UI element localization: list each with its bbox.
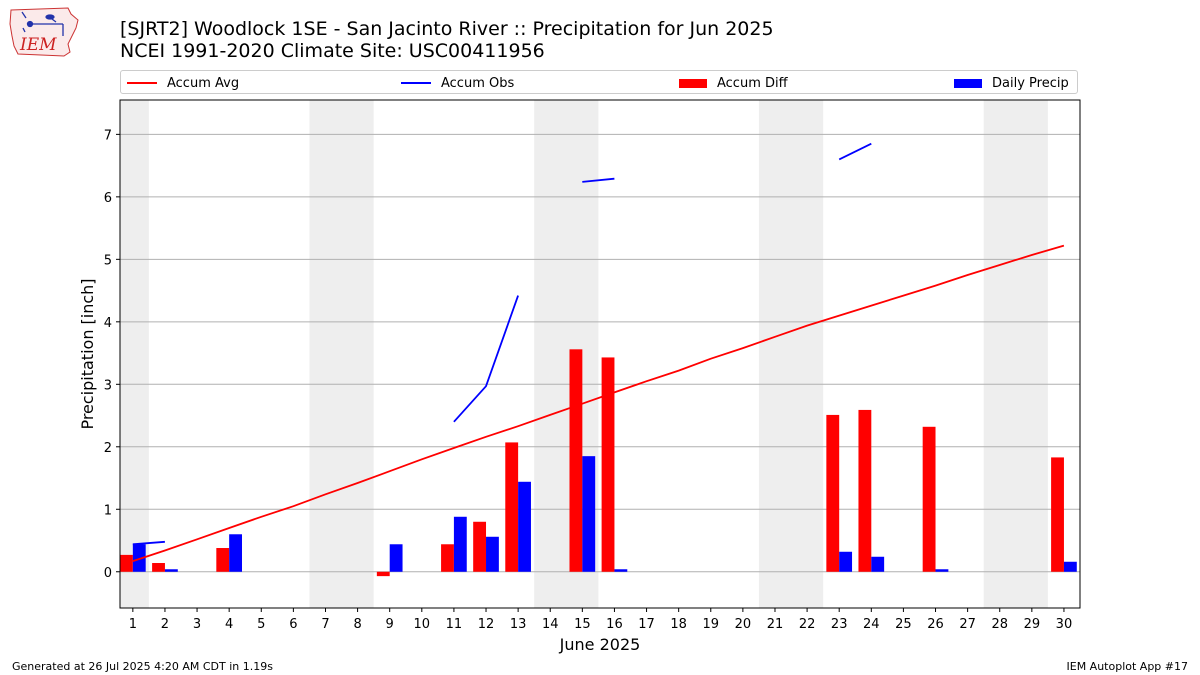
bar-daily-precip — [935, 569, 949, 572]
x-tick-label: 9 — [386, 617, 394, 632]
bar-accum-diff — [922, 426, 936, 572]
x-tick-label: 26 — [927, 617, 944, 632]
x-axis-label: June 2025 — [559, 635, 641, 654]
legend-swatch — [127, 82, 157, 84]
footer-generated: Generated at 26 Jul 2025 4:20 AM CDT in … — [12, 660, 273, 673]
x-tick-label: 7 — [321, 617, 329, 632]
y-axis-label: Precipitation [inch] — [78, 278, 97, 429]
footer-app: IEM Autoplot App #17 — [1066, 660, 1189, 673]
y-tick-label: 4 — [104, 316, 112, 331]
y-tick-label: 5 — [104, 253, 112, 268]
bar-daily-precip — [486, 536, 499, 572]
x-tick-label: 12 — [478, 617, 495, 632]
chart-title: [SJRT2] Woodlock 1SE - San Jacinto River… — [120, 18, 774, 40]
bar-accum-diff — [441, 544, 454, 572]
x-tick-label: 6 — [289, 617, 297, 632]
y-tick-label: 6 — [104, 191, 112, 206]
bar-daily-precip — [164, 569, 178, 572]
bar-daily-precip — [871, 556, 885, 572]
bar-daily-precip — [582, 456, 596, 572]
line-accum-obs — [132, 540, 165, 546]
legend-swatch — [679, 78, 707, 88]
weather-station-icon — [21, 11, 64, 36]
weekend-shade — [309, 100, 374, 608]
logo-text: IEM — [19, 35, 57, 55]
x-tick-label: 24 — [863, 617, 880, 632]
legend-item-accum-obs: Accum Obs — [401, 74, 514, 92]
x-tick-label: 13 — [510, 617, 527, 632]
x-tick-label: 14 — [542, 617, 559, 632]
bar-daily-precip — [839, 551, 853, 572]
y-tick-label: 2 — [104, 441, 112, 456]
legend-swatch — [401, 82, 431, 84]
weekend-shade — [120, 100, 149, 608]
bar-daily-precip — [132, 544, 146, 572]
x-tick-label: 17 — [638, 617, 655, 632]
x-tick-label: 15 — [574, 617, 591, 632]
x-tick-label: 23 — [831, 617, 848, 632]
iowa-outline-icon — [9, 7, 79, 57]
bar-accum-diff — [216, 548, 230, 572]
iem-logo: IEM — [9, 7, 79, 57]
bar-accum-diff — [826, 414, 840, 572]
x-tick-label: 25 — [895, 617, 912, 632]
line-accum-avg — [132, 244, 1065, 562]
x-tick-label: 10 — [414, 617, 431, 632]
legend: Accum Avg Accum Obs Accum Diff Daily Pre… — [120, 70, 1078, 94]
y-tick-label: 3 — [104, 378, 112, 393]
bar-accum-diff — [152, 563, 165, 572]
x-tick-label: 28 — [991, 617, 1008, 632]
x-tick-label: 5 — [257, 617, 265, 632]
bar-accum-diff — [601, 357, 615, 572]
bar-accum-diff — [376, 571, 390, 577]
bar-daily-precip — [614, 569, 628, 572]
x-tick-label: 18 — [670, 617, 687, 632]
legend-label: Daily Precip — [992, 75, 1069, 91]
x-tick-label: 11 — [446, 617, 463, 632]
x-tick-label: 8 — [353, 617, 361, 632]
bar-accum-diff — [505, 442, 519, 572]
x-tick-label: 4 — [225, 617, 233, 632]
weekend-shade — [983, 100, 1048, 608]
legend-item-accum-diff: Accum Diff — [679, 74, 788, 92]
bar-daily-precip — [1063, 561, 1077, 572]
legend-item-accum-avg: Accum Avg — [127, 74, 239, 92]
bar-accum-diff — [1051, 457, 1064, 572]
y-tick-label: 0 — [104, 566, 112, 581]
line-accum-obs — [453, 295, 519, 423]
x-tick-label: 30 — [1056, 617, 1073, 632]
legend-label: Accum Diff — [717, 75, 788, 91]
x-tick-label: 21 — [767, 617, 784, 632]
bar-accum-diff — [120, 554, 133, 572]
legend-item-daily-precip: Daily Precip — [954, 74, 1069, 92]
y-tick-label: 7 — [104, 128, 112, 143]
chart-subtitle: NCEI 1991-2020 Climate Site: USC00411956 — [120, 40, 545, 62]
x-tick-label: 2 — [161, 617, 169, 632]
bar-daily-precip — [453, 516, 467, 572]
bar-daily-precip — [389, 544, 403, 572]
plot-frame — [119, 99, 1081, 609]
x-tick-label: 20 — [735, 617, 752, 632]
bar-accum-diff — [569, 349, 583, 572]
x-tick-label: 1 — [129, 617, 137, 632]
weekend-shade — [758, 100, 824, 608]
legend-swatch — [954, 78, 982, 88]
bar-accum-diff — [473, 521, 487, 572]
x-tick-label: 27 — [959, 617, 976, 632]
x-tick-label: 3 — [193, 617, 201, 632]
bar-accum-diff — [858, 409, 872, 572]
line-accum-obs — [838, 142, 872, 161]
x-tick-label: 19 — [702, 617, 719, 632]
x-tick-label: 29 — [1024, 617, 1041, 632]
x-tick-label: 22 — [799, 617, 816, 632]
legend-label: Accum Obs — [441, 75, 515, 91]
bar-daily-precip — [518, 481, 531, 572]
legend-label: Accum Avg — [167, 75, 240, 91]
y-tick-label: 1 — [104, 503, 112, 518]
x-tick-label: 16 — [606, 617, 623, 632]
line-accum-obs — [582, 177, 615, 183]
bar-daily-precip — [229, 534, 243, 572]
